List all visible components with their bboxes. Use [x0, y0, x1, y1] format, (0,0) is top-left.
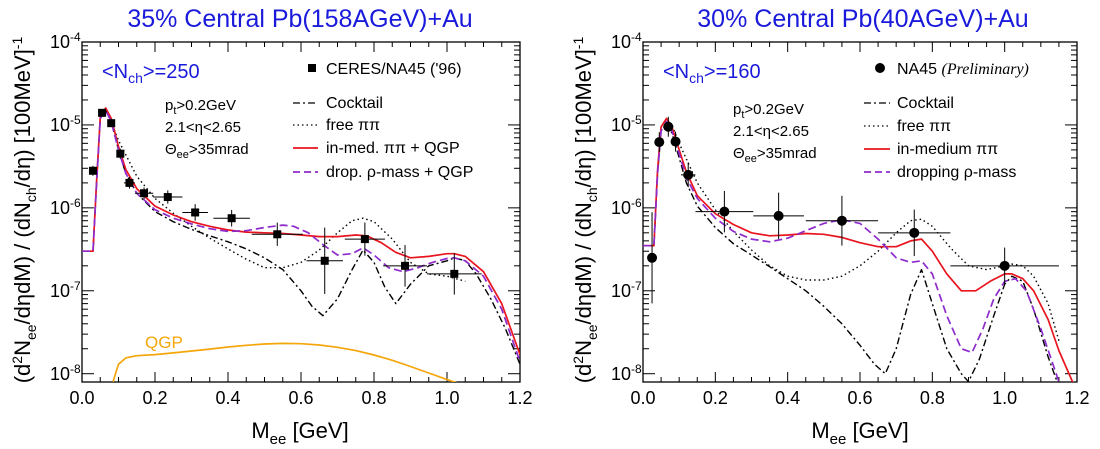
left-data-point	[251, 222, 303, 246]
left-data-point	[182, 204, 208, 221]
left-ylabel: (d2Nee/dηdM) / (dNch/dη) [100MeV]-1	[9, 37, 39, 384]
right-data-point	[680, 162, 696, 188]
left-cut-eta: 2.1<η<2.65	[165, 119, 241, 136]
left-cut-theta: Θee>35mrad	[165, 141, 249, 161]
left-series-drop	[82, 109, 520, 362]
left-ytick-1e-4: 10-4	[50, 30, 81, 52]
right-ytick-1e-4: 10-4	[611, 30, 642, 52]
right-chart-title: 30% Central Pb(40AGeV)+Au	[697, 5, 1028, 33]
right-data-point	[670, 131, 681, 152]
left-data-point	[383, 245, 427, 287]
left-legend-data-marker	[308, 64, 316, 72]
left-xtick-label: 1.0	[434, 388, 459, 408]
right-xlabel: Mee [GeV]	[811, 418, 908, 448]
right-data-point	[654, 132, 665, 153]
left-plot-layer	[81, 41, 521, 382]
left-cut-pt: pt>0.2GeV	[165, 97, 236, 117]
left-nch-label: <Nch>=250	[102, 61, 200, 86]
left-ytick-1e-5: 10-5	[50, 113, 81, 135]
left-data-point	[98, 108, 107, 117]
right-legend-free: free ππ	[897, 118, 951, 135]
left-legend-cocktail: Cocktail	[326, 95, 383, 112]
right-series-free	[664, 120, 1060, 341]
right-ytick-1e-7: 10-7	[611, 279, 642, 301]
left-data-point	[116, 148, 125, 159]
left-xlabel: Mee [GeV]	[251, 418, 348, 448]
right-ylabel: (d2Nee/dηdM) / (dNch/dη) [100MeV]-1	[570, 37, 600, 384]
left-xtick-label: 0.2	[142, 388, 167, 408]
left-series-cocktail	[82, 109, 520, 365]
right-xtick-label: 0.6	[847, 388, 872, 408]
right-plot-layer	[642, 41, 1078, 382]
left-data-point	[426, 253, 482, 295]
right-legend-data-marker	[875, 63, 885, 73]
right-nch-label: <Nch>=160	[663, 61, 761, 86]
left-xtick-label: 1.2	[507, 388, 532, 408]
left-qgp-label: QGP	[145, 333, 183, 352]
left-series-qgp	[112, 342, 458, 382]
right-data-point	[695, 190, 754, 233]
right-xtick-label: 0.8	[920, 388, 945, 408]
right-cut-eta: 2.1<η<2.65	[733, 123, 809, 140]
left-data-point	[213, 209, 250, 227]
right-data-point	[878, 209, 951, 257]
right-series-inmed	[643, 117, 1074, 382]
right-legend-cocktail: Cocktail	[897, 95, 954, 112]
right-series-drop	[643, 120, 1060, 382]
right-xtick-label: 1.2	[1064, 388, 1089, 408]
left-xtick-label: 0.4	[215, 388, 240, 408]
right-xtick-label: 0.4	[775, 388, 800, 408]
left-data-point	[306, 227, 343, 294]
right-cut-theta: Θee>35mrad	[733, 145, 817, 165]
right-data-point	[805, 195, 879, 246]
left-data-point	[123, 177, 135, 189]
left-legend-data: CERES/NA45 ('96)	[326, 61, 462, 78]
left-plot-frame	[81, 41, 521, 383]
right-panel: 30% Central Pb(40AGeV)+Au 10-4 10-5 10-6…	[570, 5, 1090, 448]
right-ytick-1e-6: 10-6	[611, 196, 642, 218]
left-series-inmed	[82, 107, 520, 355]
left-data-point	[88, 165, 97, 176]
left-data-point	[153, 190, 183, 204]
right-data-point	[753, 192, 804, 240]
right-data-point	[663, 116, 674, 137]
left-xtick-label: 0.8	[361, 388, 386, 408]
right-legend-inmed: in-medium ππ	[897, 141, 998, 158]
right-legend-data: NA45 (Preliminary)	[897, 61, 1029, 78]
left-data-point	[107, 119, 116, 128]
right-data-point	[647, 212, 658, 304]
left-legend-inmed: in-med. ππ + QGP	[326, 140, 460, 157]
left-ytick-1e-7: 10-7	[50, 279, 81, 301]
right-xtick-label: 0.2	[703, 388, 728, 408]
right-cut-pt: pt>0.2GeV	[733, 101, 804, 121]
left-xtick-labels: 0.0 0.2 0.4 0.6 0.8 1.0 1.2	[69, 388, 532, 408]
left-xtick-label: 0.6	[288, 388, 313, 408]
right-ytick-1e-5: 10-5	[611, 113, 642, 135]
left-panel: 35% Central Pb(158AGeV)+Au 10-4 10-5 10-…	[9, 5, 533, 448]
right-xtick-label: 0.0	[630, 388, 655, 408]
right-data-point	[950, 247, 1059, 285]
right-xtick-labels: 0.0 0.2 0.4 0.6 0.8 1.0 1.2	[630, 388, 1089, 408]
left-chart-title: 35% Central Pb(158AGeV)+Au	[127, 5, 472, 33]
left-ytick-1e-8: 10-8	[50, 362, 81, 384]
left-legend-free: free ππ	[326, 117, 380, 134]
left-data-point	[134, 187, 154, 200]
right-xtick-label: 1.0	[992, 388, 1017, 408]
left-legend-drop: drop. ρ-mass + QGP	[326, 164, 473, 181]
left-data-point	[344, 222, 385, 256]
left-ytick-1e-6: 10-6	[50, 196, 81, 218]
left-xtick-label: 0.0	[69, 388, 94, 408]
right-ytick-1e-8: 10-8	[611, 362, 642, 384]
right-series-cocktail	[643, 122, 1058, 382]
right-legend-drop: dropping ρ-mass	[897, 164, 1016, 181]
